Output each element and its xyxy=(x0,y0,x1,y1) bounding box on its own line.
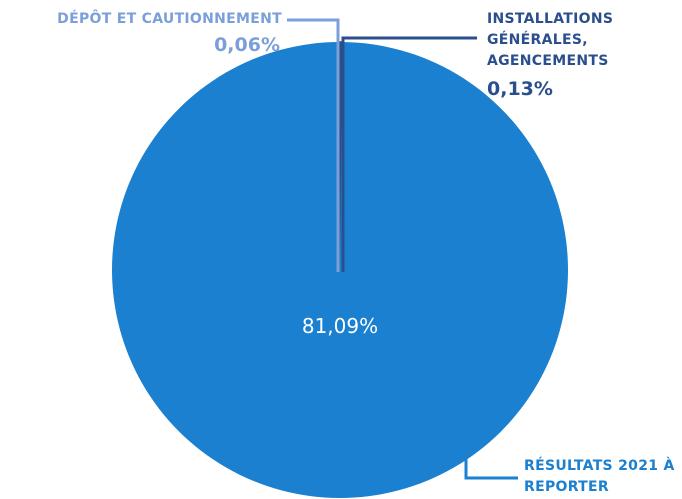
slice-label: DÉPÔT ET CAUTIONNEMENT xyxy=(57,11,282,27)
leader-line xyxy=(464,456,518,480)
slice-value-label: 0,06% xyxy=(214,34,280,56)
leader-line xyxy=(287,18,340,272)
pie-slice xyxy=(111,42,568,498)
slice-label: RÉSULTATS 2021 À REPORTER xyxy=(524,458,675,495)
leader-line xyxy=(341,36,477,272)
slice-label: INSTALLATIONS GÉNÉRALES, AGENCEMENTS xyxy=(487,11,614,69)
slice-value-label: 0,13% xyxy=(487,78,553,100)
slice-value-label: 81,09% xyxy=(301,314,379,338)
